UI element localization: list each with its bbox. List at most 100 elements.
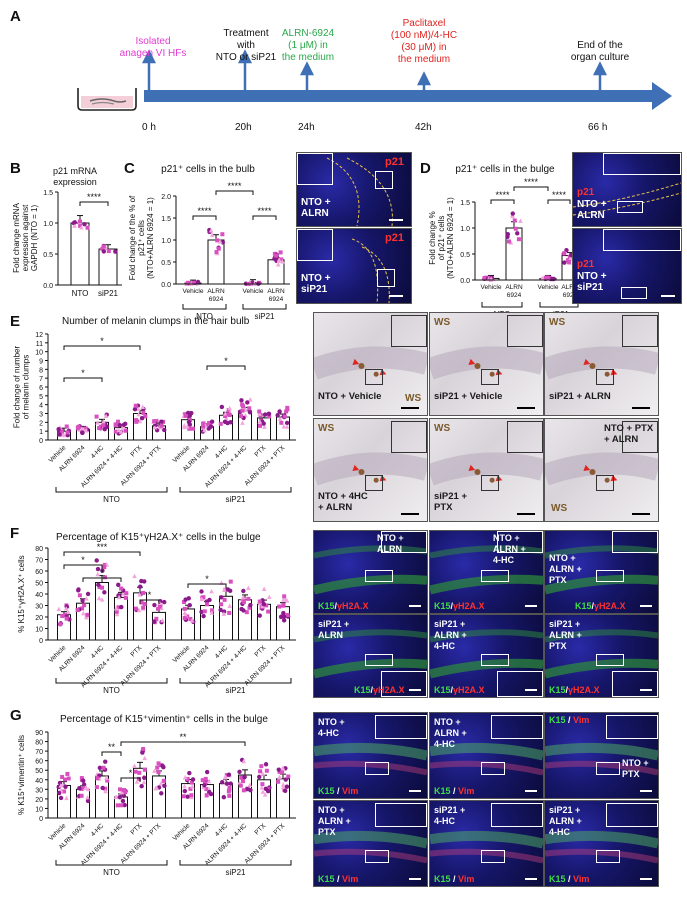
stain-sep: / <box>334 601 338 611</box>
panel-e-ylabel: of melanin clumps <box>22 355 31 419</box>
stain-b: γH2A.X <box>594 601 626 611</box>
stain-sep: / <box>450 601 454 611</box>
panel-b-ytick-label: 0.0 <box>43 283 53 290</box>
panel-g-point <box>190 777 196 782</box>
panel-f-point <box>94 558 99 563</box>
panel-b-point <box>72 223 77 228</box>
inset-zoom <box>612 671 658 697</box>
stain-legend: K15/γH2A.X <box>575 601 626 612</box>
panel-e-point <box>223 414 228 419</box>
panel-g-point <box>258 769 263 774</box>
panel-f-point <box>139 600 144 605</box>
panel-g-point <box>204 769 210 775</box>
micrograph-f-1: NTO + ALRN K15/γH2A.X <box>313 530 428 614</box>
caption: NTO + 4-HC <box>318 717 345 738</box>
panel-g-point <box>280 782 286 787</box>
panel-f-point <box>141 605 146 610</box>
petri-dish-icon <box>77 88 137 111</box>
panel-g-point <box>119 789 125 795</box>
panel-g-point <box>237 769 242 774</box>
panel-f-point <box>162 599 167 605</box>
panel-b-xlabel: siP21 <box>98 289 119 298</box>
panel-e-point <box>277 409 282 414</box>
stain-sep: / <box>450 685 454 695</box>
panel-f-point <box>248 602 253 608</box>
timeline-graphic <box>77 49 672 111</box>
scale-bar <box>640 689 652 691</box>
caption: siP21 + 4-HC <box>434 805 466 826</box>
panel-g-point <box>136 776 141 781</box>
ws-label: WS <box>405 393 422 404</box>
panel-e-point <box>134 419 139 424</box>
panel-g-point <box>160 763 165 768</box>
panel-f-point <box>80 598 85 603</box>
panel-e-point <box>102 426 107 432</box>
panel-f-point <box>154 616 159 621</box>
panel-g-point <box>137 770 142 775</box>
scale-bar <box>525 605 537 607</box>
inset-zoom <box>507 421 543 453</box>
panel-g-point <box>221 795 227 800</box>
stain-sep: / <box>591 601 595 611</box>
panel-f-point <box>201 595 206 600</box>
panel-e-point <box>218 421 223 426</box>
panel-f-ytick-label: 30 <box>35 604 43 611</box>
stain-legend: K15/γH2A.X <box>318 601 369 612</box>
region-box <box>364 570 393 583</box>
panel-g-point <box>202 783 207 788</box>
scale-bar <box>401 513 419 515</box>
panel-c-ytick-label: 1.5 <box>161 216 171 223</box>
micrograph-c-1: p21 NTO + ALRN <box>296 152 412 227</box>
panel-f-point <box>96 595 102 601</box>
panel-e-point <box>284 409 289 414</box>
timeline-time-2: 24h <box>298 122 315 133</box>
panel-f-point <box>160 617 165 623</box>
panel-e-point <box>132 407 138 412</box>
panel-f-point <box>100 568 105 573</box>
panel-f-point <box>82 603 87 608</box>
panel-g-point <box>58 795 64 801</box>
scale-bar <box>409 790 421 792</box>
panel-c-sig-bracket <box>215 190 254 195</box>
panel-b-xlabel: NTO <box>72 289 89 298</box>
inset-zoom <box>606 803 658 827</box>
panel-f-point <box>152 602 157 608</box>
timeline-event-3: Paclitaxel (100 nM)/4-HC (30 μM) in the … <box>390 18 458 65</box>
panel-f-point <box>281 603 286 608</box>
tissue-texture <box>430 830 543 864</box>
panel-f-point <box>188 617 193 622</box>
panel-e-ytick-label: 8 <box>39 367 43 374</box>
tissue-texture <box>430 742 543 776</box>
tissue-texture <box>430 629 543 679</box>
panel-f-point <box>202 609 207 614</box>
panel-f-point <box>97 585 102 590</box>
panel-e-point <box>139 416 145 421</box>
panel-g-point <box>242 774 247 780</box>
panel-f-xlabel: PTX <box>254 644 268 658</box>
panel-d-point <box>567 254 572 259</box>
panel-e-point <box>266 411 272 416</box>
panel-f-point <box>222 597 227 602</box>
panel-f-group-bracket <box>55 678 168 684</box>
region-box <box>480 850 505 864</box>
panel-label-g: G <box>10 707 22 724</box>
inset-zoom <box>491 803 543 827</box>
timeline-time-3: 42h <box>415 122 432 133</box>
panel-g-point <box>257 774 262 780</box>
tissue-texture <box>545 545 658 595</box>
caption: siP21 + ALRN <box>549 391 611 402</box>
panel-f-point <box>219 602 224 607</box>
panel-e-point <box>261 421 266 426</box>
panel-g-point <box>115 803 120 808</box>
panel-g-ytick-label: 70 <box>35 749 43 756</box>
scale-bar <box>401 407 419 409</box>
panel-f-point <box>124 591 129 596</box>
panel-f-ytick-label: 60 <box>35 569 43 576</box>
panel-f-point <box>201 613 206 619</box>
micrograph-g-2: NTO + ALRN + 4-HC K15 / Vim <box>429 712 544 799</box>
micrograph-g-5: siP21 + 4-HC K15 / Vim <box>429 800 544 887</box>
panel-f-group-bracket <box>179 678 292 684</box>
panel-f-point <box>119 604 124 610</box>
region-box <box>595 570 624 583</box>
scale-bar <box>640 790 652 792</box>
